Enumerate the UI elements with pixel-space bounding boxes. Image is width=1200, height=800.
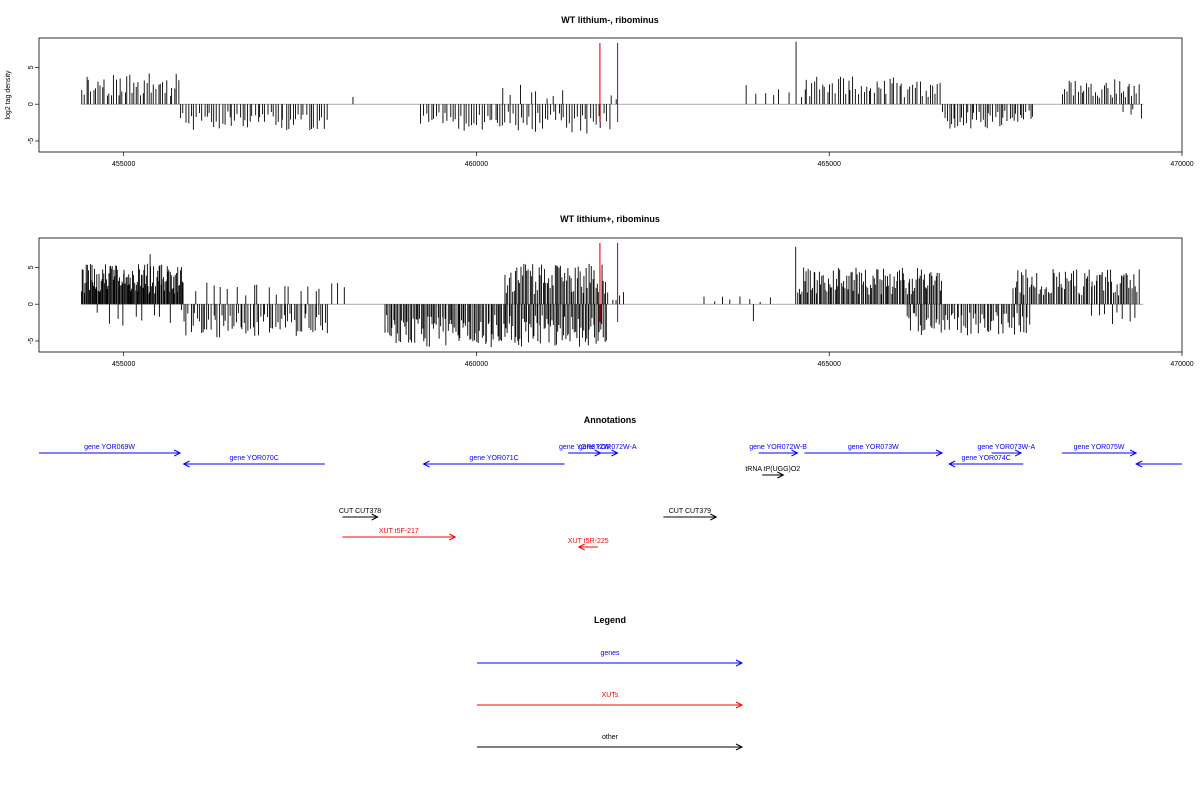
feature-arrow-head	[1129, 449, 1138, 457]
track-panel-lithium-plus: WT lithium+, ribominus 455000 460000 46500…	[28, 214, 1194, 368]
feature-label: gene YOR075W	[1074, 444, 1125, 451]
track-panel-lithium-minus: WT lithium-, ribominus log2 tag density …	[5, 15, 1194, 168]
feature-label: gene YOR073W	[848, 444, 899, 451]
plot-area: 455000 460000 465000 470000 -5 0 5	[28, 41, 1194, 168]
feature-arrow-head	[935, 449, 944, 457]
feature-label: gene YOR072W-A	[579, 444, 637, 451]
y-tick-label: -5	[28, 138, 35, 144]
feature-label: CUT CUT378	[339, 508, 381, 515]
plot-frame	[38, 237, 1183, 353]
feature-arrow-head	[422, 460, 430, 468]
feature-arrow-head	[1014, 449, 1023, 457]
feature-label: gene YOR070C	[230, 455, 279, 462]
feature-label: gene YOR069W	[84, 444, 135, 451]
annotation-feature: gene YOR070C	[182, 455, 325, 468]
annotation-feature	[1135, 460, 1182, 468]
legend-label: other	[602, 734, 619, 741]
plot-area: 455000 460000 465000 470000 -5 0 5	[28, 243, 1194, 368]
x-tick-label: 470000	[1170, 361, 1193, 368]
feature-label: gene YOR074C	[962, 455, 1011, 462]
feature-arrow-head	[371, 513, 379, 521]
x-tick-label: 470000	[1170, 161, 1193, 168]
annotation-feature: tRNA tP(UGG)O2	[745, 466, 800, 479]
annotation-feature: gene YOR072W-B	[749, 444, 807, 457]
feature-arrow-head	[577, 543, 585, 551]
legend-label: genes	[600, 650, 620, 657]
feature-label: gene YOR072W	[559, 444, 610, 451]
feature-arrow-head	[791, 449, 799, 457]
feature-label: XUT t5F-217	[379, 528, 419, 535]
feature-label: gene YOR073W-A	[977, 444, 1035, 451]
legend-arrow-head	[735, 701, 744, 709]
feature-label: gene YOR071C	[469, 455, 518, 462]
annotations-title: Annotations	[584, 415, 637, 425]
y-tick-label: 0	[28, 102, 35, 106]
annotation-feature: CUT CUT379	[663, 508, 718, 521]
y-tick-label: 5	[28, 265, 35, 269]
legend-item: genes	[477, 650, 744, 667]
legend-item: XUTs	[477, 692, 744, 709]
annotation-feature: gene YOR073W-A	[977, 444, 1035, 457]
x-tick-label: 460000	[465, 161, 488, 168]
feature-label: CUT CUT379	[669, 508, 711, 515]
plot-frame	[38, 37, 1183, 153]
legend-panel: Legend genes XUTs other	[477, 615, 744, 751]
annotation-feature: XUT t5F-217	[342, 528, 457, 541]
legend-label: XUTs	[602, 692, 619, 699]
annotation-feature: gene YOR072W-A	[579, 444, 637, 457]
legend-item: other	[477, 734, 744, 751]
y-tick-label: 0	[28, 302, 35, 306]
feature-label: tRNA tP(UGG)O2	[745, 466, 800, 473]
annotation-feature: gene YOR074C	[948, 455, 1024, 468]
feature-arrow-head	[710, 513, 718, 521]
feature-label: gene YOR072W-B	[749, 444, 807, 451]
feature-arrow-head	[173, 449, 182, 457]
feature-arrow-head	[948, 460, 956, 468]
feature-arrow-head	[182, 460, 190, 468]
x-tick-label: 465000	[818, 361, 841, 368]
feature-label: XUT t5R-225	[568, 538, 609, 545]
legend-arrow-head	[735, 743, 744, 751]
x-tick-label: 455000	[112, 161, 135, 168]
x-tick-label: 455000	[112, 361, 135, 368]
annotation-feature: gene YOR073W	[804, 444, 944, 457]
annotation-feature: gene YOR071C	[422, 455, 565, 468]
y-tick-label: -5	[28, 338, 35, 344]
legend-title: Legend	[594, 615, 626, 625]
annotation-feature: CUT CUT378	[339, 508, 381, 521]
legend-arrow-head	[735, 659, 744, 667]
x-tick-label: 460000	[465, 361, 488, 368]
annotation-feature: gene YOR069W	[39, 444, 182, 457]
track-title: WT lithium-, ribominus	[561, 15, 659, 25]
y-tick-label: 5	[28, 65, 35, 69]
feature-arrow-head	[611, 449, 619, 457]
annotation-feature: XUT t5R-225	[568, 538, 609, 551]
annotation-feature: gene YOR075W	[1062, 444, 1138, 457]
track-title: WT lithium+, ribominus	[560, 214, 660, 224]
annotation-features: gene YOR069W gene YOR070C gene YOR071C gene…	[39, 444, 1182, 551]
x-tick-label: 465000	[818, 161, 841, 168]
feature-arrow-head	[777, 471, 785, 479]
legend-items: genes XUTs other	[477, 650, 744, 751]
feature-arrow-head	[1135, 460, 1143, 468]
y-axis-label: log2 tag density	[5, 70, 12, 120]
feature-arrow-head	[449, 533, 457, 541]
